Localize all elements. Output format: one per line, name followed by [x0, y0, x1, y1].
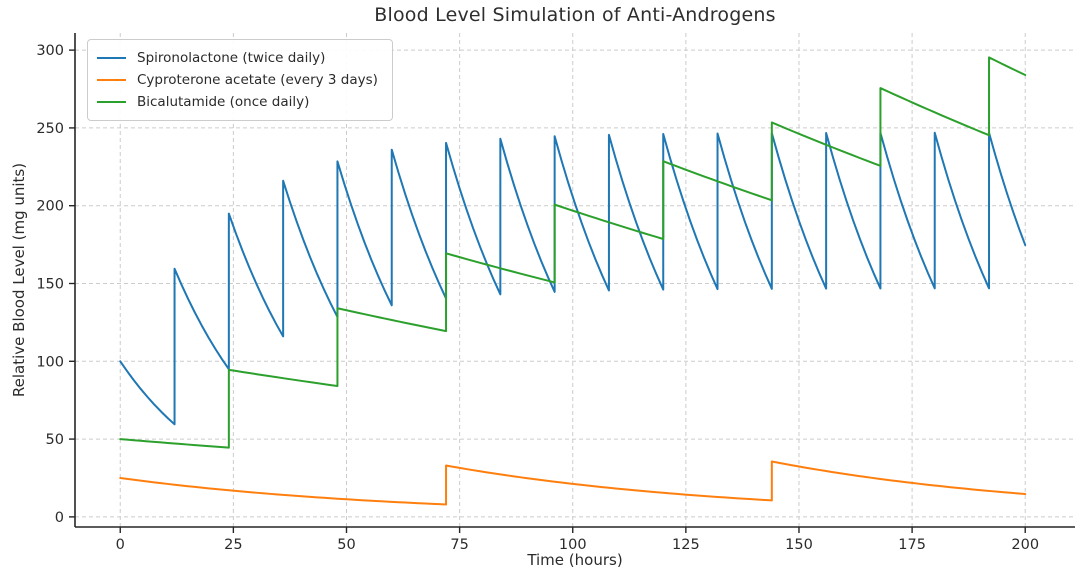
x-tick-label: 100 — [559, 537, 587, 553]
y-tick-label: 200 — [36, 199, 64, 215]
chart-title: Blood Level Simulation of Anti-Androgens — [374, 4, 776, 26]
x-tick-label: 125 — [672, 537, 700, 553]
series-line-0 — [119, 131, 1027, 426]
legend-item: Bicalutamide (once daily) — [97, 91, 378, 113]
legend: Spironolactone (twice daily) Cyproterone… — [87, 39, 393, 121]
legend-item: Cyproterone acetate (every 3 days) — [97, 69, 378, 91]
x-tick-label: 175 — [898, 537, 926, 553]
legend-line-swatch-spironolactone — [97, 56, 126, 60]
y-tick-label: 250 — [36, 121, 64, 137]
y-axis-label: Relative Blood Level (mg units) — [10, 162, 28, 398]
legend-line-swatch-bicalutamide — [97, 100, 126, 104]
legend-label-spironolactone: Spironolactone (twice daily) — [137, 50, 326, 66]
y-tick-label: 300 — [36, 43, 64, 59]
legend-label-cyproterone: Cyproterone acetate (every 3 days) — [137, 72, 378, 88]
y-tick-label: 100 — [36, 354, 64, 370]
x-tick-label: 25 — [224, 537, 242, 553]
y-tick-label: 50 — [46, 432, 64, 448]
legend-line-swatch-cyproterone — [97, 78, 126, 82]
x-tick-label: 75 — [450, 537, 468, 553]
x-tick-label: 0 — [116, 537, 125, 553]
series-line-1 — [119, 460, 1027, 506]
legend-label-bicalutamide: Bicalutamide (once daily) — [137, 94, 310, 110]
y-tick-label: 150 — [36, 277, 64, 293]
series-line-2 — [119, 56, 1027, 449]
y-tick-label: 0 — [55, 510, 64, 526]
x-tick-label: 50 — [337, 537, 355, 553]
x-axis-label: Time (hours) — [527, 551, 623, 569]
x-tick-label: 200 — [1011, 537, 1039, 553]
legend-item: Spironolactone (twice daily) — [97, 47, 378, 69]
x-tick-label: 150 — [785, 537, 813, 553]
